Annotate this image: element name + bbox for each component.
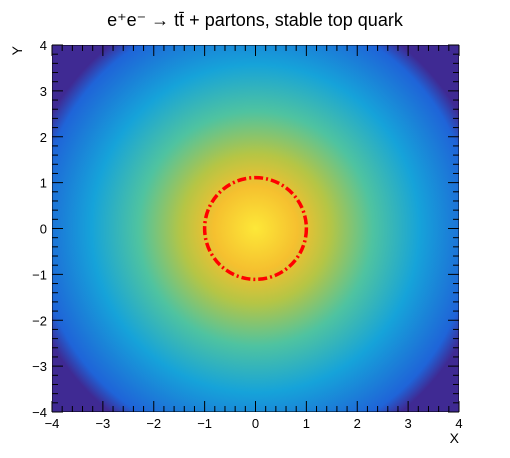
y-tick-label: 3 bbox=[40, 84, 47, 99]
x-tick-label: −1 bbox=[197, 416, 212, 431]
x-tick-label: −4 bbox=[45, 416, 60, 431]
y-tick-label: −1 bbox=[32, 267, 47, 282]
y-tick-label: 4 bbox=[40, 38, 47, 53]
overlay-circle bbox=[202, 175, 309, 282]
x-tick-label: 3 bbox=[405, 416, 412, 431]
y-tick-label: 0 bbox=[40, 222, 47, 237]
x-axis: −4 −3 −2 −1 0 1 2 3 4 bbox=[45, 45, 463, 431]
y-tick-label: −3 bbox=[32, 359, 47, 374]
x-tick-label: −2 bbox=[146, 416, 161, 431]
x-tick-label: 0 bbox=[252, 416, 259, 431]
x-tick-label: 1 bbox=[303, 416, 310, 431]
density-disc bbox=[52, 45, 459, 412]
y-tick-label: −2 bbox=[32, 313, 47, 328]
x-tick-label: −3 bbox=[95, 416, 110, 431]
x-tick-label: 2 bbox=[354, 416, 361, 431]
y-axis-label: Y bbox=[9, 45, 25, 55]
plot-area bbox=[52, 45, 459, 412]
y-tick-label: 1 bbox=[40, 176, 47, 191]
y-tick-label: −4 bbox=[32, 405, 47, 420]
y-axis: −4 −3 −2 −1 0 1 2 3 4 bbox=[32, 38, 459, 420]
chart-title: e⁺e⁻ → tt̄ + partons, stable top quark bbox=[107, 10, 404, 30]
x-tick-label: 4 bbox=[455, 416, 462, 431]
x-axis-label: X bbox=[450, 430, 460, 446]
y-tick-label: 2 bbox=[40, 130, 47, 145]
